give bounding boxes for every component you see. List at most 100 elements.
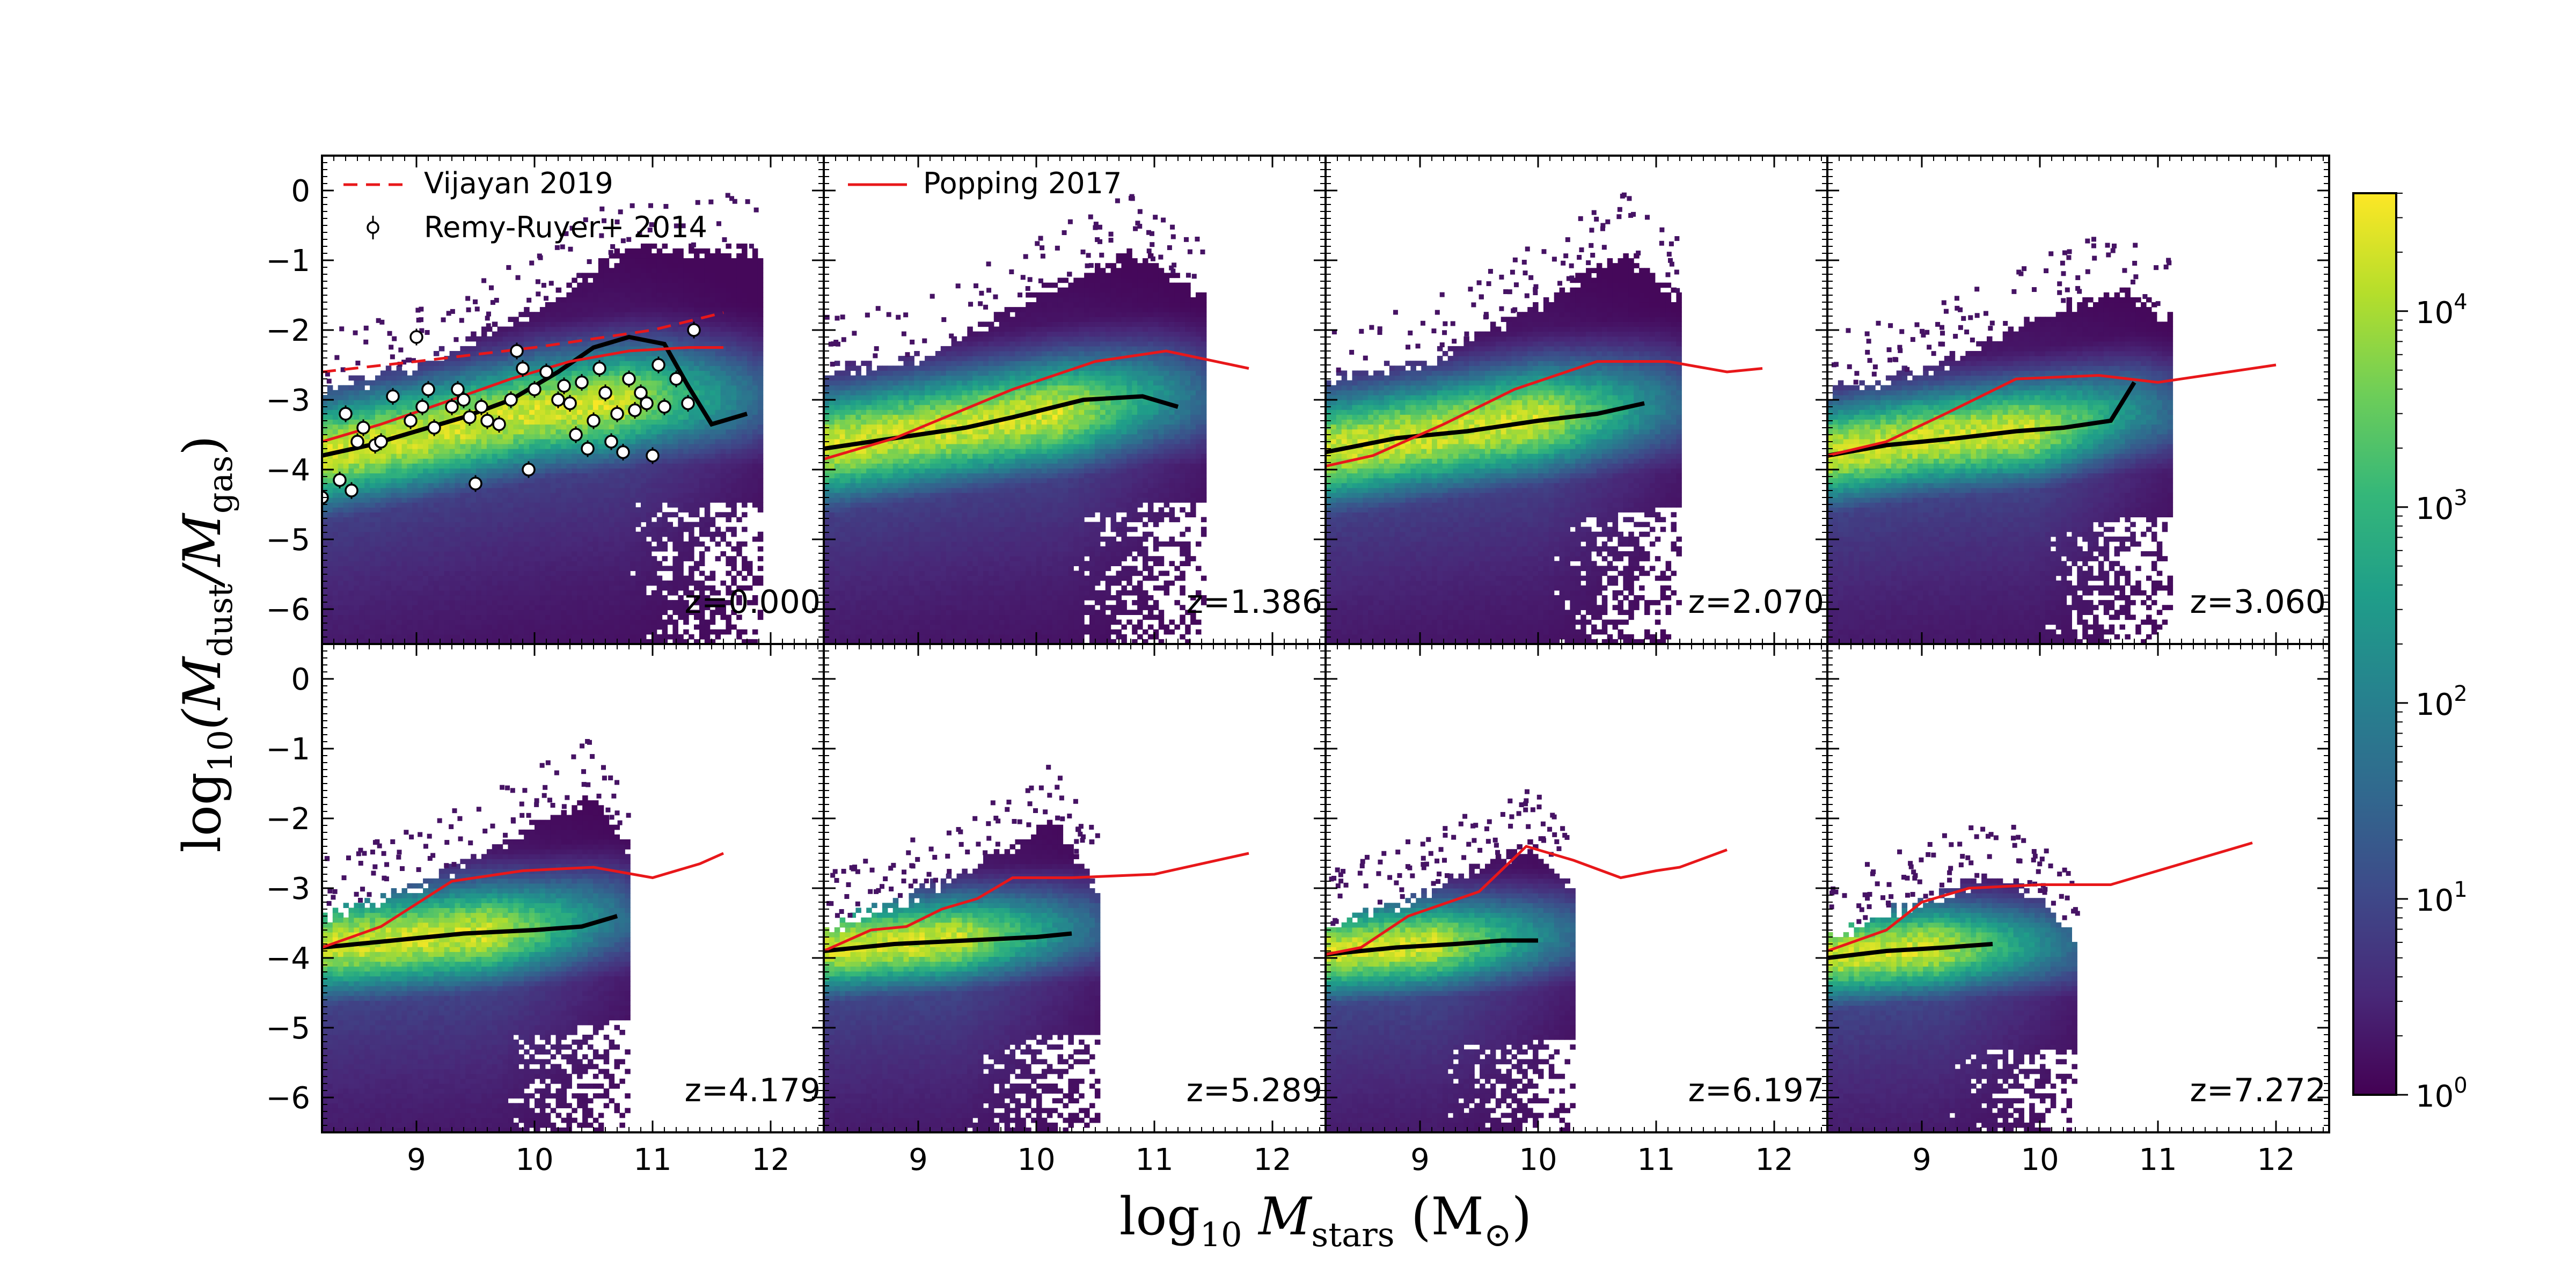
density-cell bbox=[364, 575, 370, 581]
density-cell bbox=[545, 541, 551, 547]
density-cell bbox=[471, 429, 477, 435]
density-cell bbox=[476, 365, 482, 371]
density-cell bbox=[385, 487, 392, 493]
density-cell bbox=[375, 478, 381, 484]
density-cell bbox=[582, 365, 588, 371]
density-cell bbox=[625, 463, 631, 469]
density-cell bbox=[370, 385, 376, 391]
density-cell bbox=[433, 561, 440, 566]
density-cell bbox=[646, 419, 652, 425]
density-cell bbox=[555, 575, 562, 581]
density-cell bbox=[332, 556, 339, 561]
density-cell bbox=[412, 619, 418, 625]
density-cell bbox=[465, 463, 471, 469]
density-cell bbox=[630, 468, 636, 474]
density-cell bbox=[625, 551, 631, 557]
density-cell bbox=[481, 365, 487, 371]
density-cell bbox=[412, 492, 418, 498]
density-cell bbox=[524, 482, 530, 488]
density-cell bbox=[455, 449, 460, 454]
density-cell bbox=[444, 429, 450, 435]
density-cell bbox=[598, 263, 604, 268]
density-cell bbox=[678, 331, 684, 337]
density-cell bbox=[598, 526, 604, 532]
density-cell bbox=[529, 507, 535, 513]
density-cell bbox=[359, 453, 365, 459]
density-cell bbox=[588, 566, 594, 572]
density-cell bbox=[619, 590, 625, 596]
density-cell bbox=[704, 273, 711, 279]
density-cell bbox=[672, 482, 678, 488]
density-cell bbox=[465, 487, 471, 493]
density-cell bbox=[582, 297, 588, 303]
density-cell bbox=[529, 331, 535, 337]
density-cell bbox=[592, 536, 599, 542]
density-cell bbox=[539, 336, 546, 342]
density-cell bbox=[635, 346, 641, 352]
density-cell bbox=[476, 458, 482, 464]
density-cell bbox=[715, 321, 721, 327]
density-cell bbox=[438, 438, 445, 444]
density-cell bbox=[476, 595, 482, 601]
density-cell bbox=[438, 590, 445, 596]
density-cell bbox=[455, 580, 460, 586]
density-cell bbox=[635, 605, 641, 610]
density-cell bbox=[513, 605, 519, 610]
density-cell bbox=[539, 546, 546, 552]
density-cell bbox=[370, 639, 376, 644]
density-cell bbox=[524, 312, 530, 317]
density-cell bbox=[492, 380, 498, 386]
density-cell bbox=[550, 434, 557, 440]
density-cell bbox=[401, 492, 407, 498]
density-cell bbox=[566, 600, 572, 605]
density-cell bbox=[518, 424, 524, 430]
density-cell bbox=[592, 492, 599, 498]
density-cell bbox=[433, 487, 440, 493]
density-cell bbox=[678, 400, 684, 405]
density-cell bbox=[635, 443, 641, 449]
density-cell bbox=[699, 380, 705, 386]
density-cell bbox=[720, 458, 726, 464]
density-cell bbox=[545, 409, 551, 415]
density-cell bbox=[513, 443, 519, 449]
density-cell bbox=[709, 468, 716, 474]
density-cell bbox=[572, 414, 577, 420]
density-cell bbox=[471, 497, 477, 503]
density-cell bbox=[535, 449, 540, 454]
density-cell bbox=[486, 346, 493, 352]
density-cell bbox=[375, 590, 381, 596]
density-cell bbox=[630, 346, 636, 352]
density-cell bbox=[656, 487, 663, 493]
density-cell bbox=[539, 312, 546, 317]
density-cell bbox=[689, 273, 694, 279]
density-cell bbox=[524, 409, 530, 415]
density-cell bbox=[715, 277, 721, 283]
density-cell bbox=[709, 536, 716, 542]
density-cell bbox=[694, 566, 700, 572]
density-cell bbox=[513, 629, 519, 635]
density-cell bbox=[625, 507, 631, 513]
density-cell bbox=[433, 438, 440, 444]
density-cell bbox=[348, 531, 354, 537]
density-cell bbox=[614, 595, 620, 601]
density-cell bbox=[444, 385, 450, 391]
density-cell bbox=[438, 365, 445, 371]
density-cell bbox=[407, 453, 413, 459]
density-cell bbox=[667, 468, 673, 474]
density-cell bbox=[662, 566, 668, 572]
density-cell bbox=[486, 394, 493, 400]
density-cell bbox=[438, 605, 445, 610]
density-cell bbox=[582, 482, 588, 488]
density-cell bbox=[678, 492, 684, 498]
density-cell bbox=[678, 561, 684, 566]
density-cell bbox=[418, 458, 423, 464]
density-cell bbox=[465, 536, 471, 542]
density-cell bbox=[625, 566, 631, 572]
density-cell bbox=[625, 321, 631, 327]
density-cell bbox=[603, 570, 610, 576]
density-cell bbox=[545, 419, 551, 425]
density-cell bbox=[625, 248, 631, 254]
density-cell bbox=[535, 434, 540, 440]
density-cell bbox=[651, 478, 657, 484]
density-cell bbox=[699, 482, 705, 488]
